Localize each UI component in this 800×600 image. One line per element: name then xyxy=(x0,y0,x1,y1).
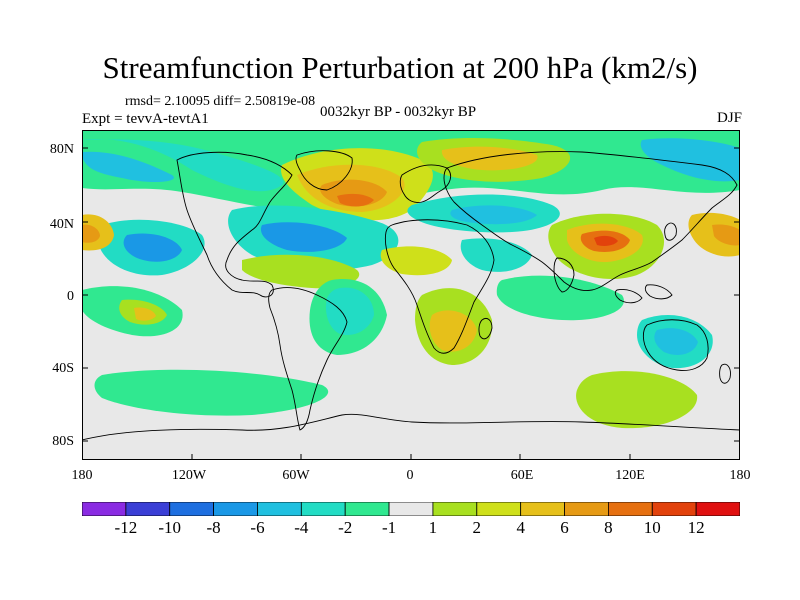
lon-label-120w: 120W xyxy=(171,468,207,483)
contour-pacific-north xyxy=(82,139,284,192)
colorbar-swatch xyxy=(608,502,653,516)
rmsd-stat: rmsd= 2.10095 diff= 2.50819e-08 xyxy=(125,94,316,109)
contour-tropical-atlantic-high xyxy=(242,254,360,289)
colorbar-label: 2 xyxy=(472,518,482,537)
colorbar-label: -1 xyxy=(382,518,397,537)
period-label: 0032kyr BP - 0032kyr BP xyxy=(320,104,477,120)
lat-label-80s: 80S xyxy=(52,434,74,449)
contour-siberia xyxy=(640,138,740,182)
coast-new-guinea xyxy=(644,284,673,300)
contour-eurasia-high-core xyxy=(441,146,538,171)
coastline-layer xyxy=(82,150,740,460)
contour-east-edge-high-core xyxy=(712,224,740,246)
coast-antarctica xyxy=(82,413,740,460)
colorbar-swatch xyxy=(388,502,434,516)
streamfunction-map xyxy=(82,130,740,460)
coast-greenland xyxy=(295,150,353,191)
season-label: DJF xyxy=(716,110,742,126)
contour-south-ocean-low xyxy=(94,369,329,416)
map-title: Streamfunction Perturbation at 200 hPa (… xyxy=(102,50,698,85)
colorbar-label: 12 xyxy=(687,518,705,537)
coast-europe xyxy=(399,164,452,203)
colorbar-label: 1 xyxy=(428,518,438,537)
colorbar-label: -6 xyxy=(250,518,265,537)
coast-asia xyxy=(443,151,738,291)
colorbar-swatch xyxy=(125,502,171,516)
contour-pacific-north-core xyxy=(82,151,174,182)
colorbar-label: 8 xyxy=(604,518,613,537)
contour-south-pacific-high-core xyxy=(134,307,156,321)
colorbar-swatch xyxy=(476,502,522,516)
colorbar-label: -8 xyxy=(206,518,221,537)
colorbar xyxy=(82,502,740,516)
lon-label-180e: 180 xyxy=(729,468,751,483)
coast-north-america xyxy=(176,151,293,298)
lon-label-120e: 120E xyxy=(615,468,645,483)
colorbar-swatch xyxy=(82,502,127,516)
lon-label-0: 0 xyxy=(406,468,414,483)
contour-south-africa-high-core xyxy=(429,310,477,352)
colorbar-label: 4 xyxy=(516,518,525,537)
colorbar-swatch xyxy=(300,502,346,516)
colorbar-swatch xyxy=(344,502,390,516)
colorbar-swatch xyxy=(520,502,565,516)
contour-africa-north-high xyxy=(380,246,452,276)
contour-indian-ocean-low xyxy=(496,275,624,321)
colorbar-label: 10 xyxy=(643,518,661,537)
contour-asia-high-peak xyxy=(594,235,618,246)
map-ticks xyxy=(82,147,740,460)
colorbar-label: 6 xyxy=(560,518,569,537)
colorbar-swatch xyxy=(432,502,478,516)
colorbar-swatch xyxy=(695,502,740,516)
lon-label-180w: 180 xyxy=(71,468,93,483)
colorbar-swatch xyxy=(257,502,302,516)
lat-label-0: 0 xyxy=(67,289,74,304)
colorbar-label: -10 xyxy=(158,518,182,537)
colorbar-swatch xyxy=(651,502,697,516)
contour-south-ocean-high xyxy=(576,371,698,429)
contour-australia-low-core xyxy=(654,328,698,355)
contour-pacific-low-core xyxy=(123,233,182,262)
experiment-label: Expt = tevvA-tevtA1 xyxy=(82,111,209,127)
lat-label-40s: 40S xyxy=(52,361,74,376)
coast-japan xyxy=(664,222,677,241)
colorbar-swatch xyxy=(564,502,609,516)
contour-south-america-low-core xyxy=(325,287,374,336)
contour-west-edge-high-core xyxy=(82,224,100,243)
contour-atlantic-low-core xyxy=(260,222,347,252)
contour-arabia-low xyxy=(460,238,532,272)
lon-label-60w: 60W xyxy=(282,468,310,483)
coast-africa xyxy=(384,219,495,354)
lat-label-80n: 80N xyxy=(49,142,74,157)
contour-fill-layer xyxy=(82,130,740,429)
coast-borneo xyxy=(614,289,643,304)
contour-europe-low-core xyxy=(450,205,537,225)
coast-madagascar xyxy=(478,317,493,340)
lat-label-40n: 40N xyxy=(49,217,74,232)
coast-australia xyxy=(642,319,709,371)
colorbar-swatch xyxy=(169,502,215,516)
colorbar-label: -12 xyxy=(114,518,138,537)
colorbar-label: -2 xyxy=(338,518,353,537)
coast-new-zealand xyxy=(719,363,731,384)
lon-label-60e: 60E xyxy=(510,468,534,483)
coast-india xyxy=(553,257,575,293)
colorbar-swatch xyxy=(213,502,258,516)
contour-atlantic-north-high-peak xyxy=(337,193,374,207)
colorbar-label: -4 xyxy=(294,518,309,537)
